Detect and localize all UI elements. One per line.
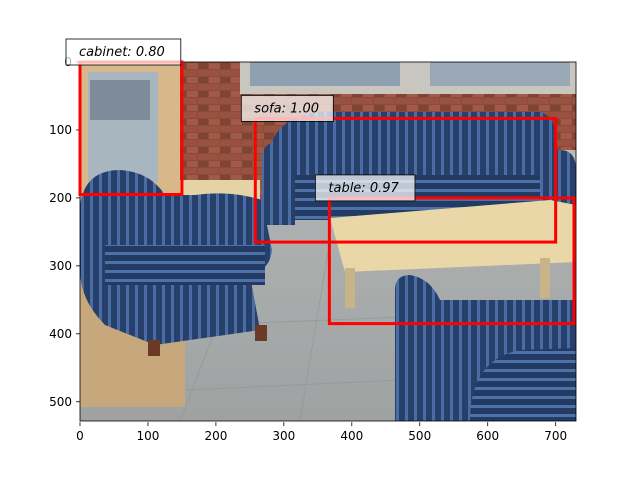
x-tick-label: 0 [76,429,84,443]
x-tick-label: 600 [476,429,499,443]
label-box-sofa [240,94,334,122]
label-text-table: table: 0.97 [328,181,399,196]
label-box-table [314,174,416,202]
x-tick-label: 700 [544,429,567,443]
x-tick-label: 300 [272,429,295,443]
detection-table: table: 0.97 [314,174,576,326]
label-text-cabinet: cabinet: 0.80 [79,45,165,60]
detection-cabinet: cabinet: 0.80 [65,38,184,197]
y-tick-label: 500 [49,395,72,409]
bounding-box-table [327,196,576,326]
x-axis-ticks: 0 100 200 300 400 500 600 700 [76,422,567,443]
x-tick-label: 100 [136,429,159,443]
y-tick-label: 300 [49,259,72,273]
detection-sofa: sofa: 1.00 [240,94,558,244]
y-tick-label: 100 [49,123,72,137]
scene-photo [80,62,576,421]
x-tick-label: 200 [204,429,227,443]
label-text-sofa: sofa: 1.00 [254,101,319,116]
plot-frame [79,61,577,422]
label-box-cabinet [65,38,182,66]
bounding-box-sofa [253,116,558,244]
y-tick-label: 400 [49,327,72,341]
y-tick-label: 200 [49,191,72,205]
x-tick-label: 400 [340,429,363,443]
detection-overlays: cabinet: 0.80 sofa: 1.00 table: 0.97 [65,38,576,326]
x-tick-label: 500 [408,429,431,443]
